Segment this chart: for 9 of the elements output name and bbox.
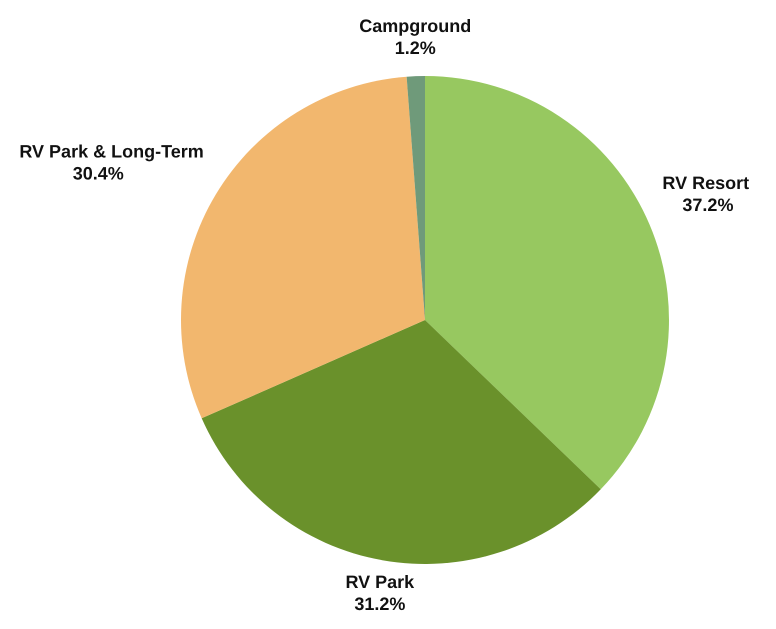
data-label: 37.2%	[682, 195, 734, 216]
slice-label: RV Park & Long-Term	[19, 141, 204, 162]
slice-label: Campground	[359, 16, 472, 36]
slice-label: RV Resort	[662, 173, 750, 194]
data-label: 30.4%	[72, 163, 124, 184]
data-label: 1.2%	[394, 38, 436, 58]
data-label: 31.2%	[354, 594, 406, 614]
pie-slice	[202, 320, 601, 564]
slice-label: RV Park	[345, 572, 416, 592]
